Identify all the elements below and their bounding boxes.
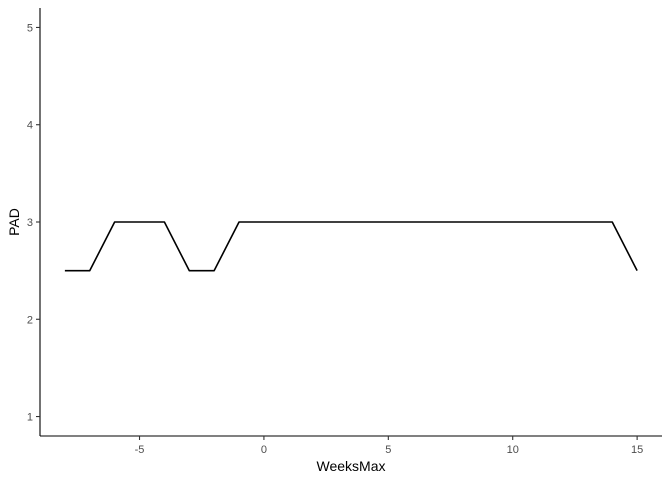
x-tick-label: 0: [261, 444, 267, 456]
x-tick-label: 5: [385, 444, 391, 456]
series-line: [64, 221, 638, 272]
y-axis-title: PAD: [6, 208, 22, 236]
y-tick-label: 5: [27, 22, 33, 34]
x-tick-label: 10: [507, 444, 519, 456]
x-tick-label: 15: [631, 444, 643, 456]
x-axis-ticks: -5 0 5 10 15: [135, 436, 643, 456]
y-tick-label: 2: [27, 314, 33, 326]
x-axis-title: WeeksMax: [317, 458, 386, 474]
y-tick-label: 1: [27, 412, 33, 424]
x-tick-label: -5: [135, 444, 145, 456]
y-tick-label: 3: [27, 217, 33, 229]
y-tick-label: 4: [27, 120, 33, 132]
y-axis-ticks: 1 2 3 4 5: [27, 22, 40, 424]
plot-area: [64, 221, 638, 272]
